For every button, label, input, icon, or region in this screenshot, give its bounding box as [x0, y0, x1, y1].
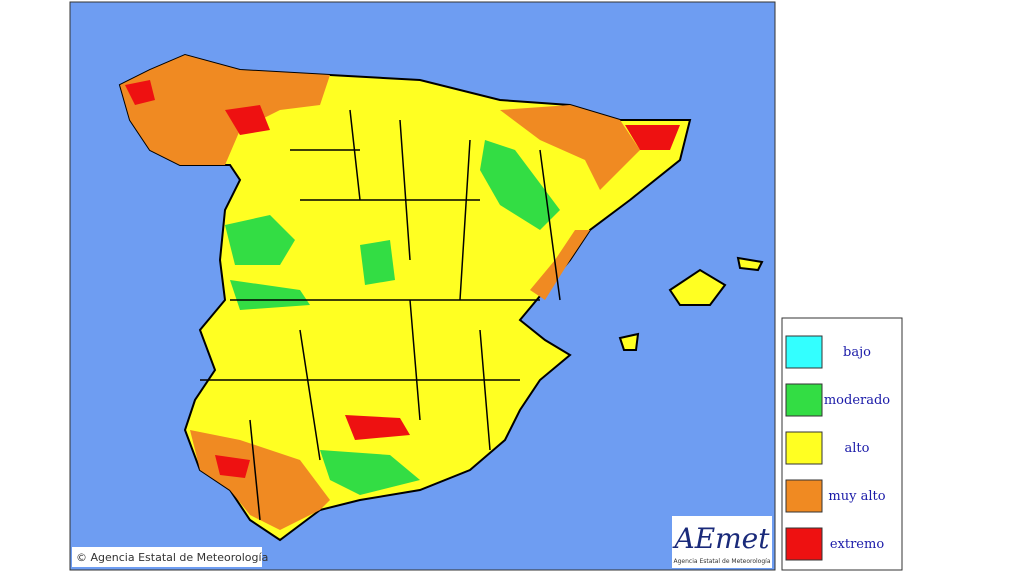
copyright-box [72, 547, 262, 567]
legend-label: alto [845, 441, 870, 456]
risk-area [345, 415, 410, 440]
risk-area [230, 280, 310, 310]
legend-swatch [785, 431, 823, 465]
legend-label: bajo [843, 345, 871, 360]
map: © Agencia Estatal de Meteorología AEmet … [69, 1, 776, 571]
province-borders [200, 109, 561, 521]
logo: AEmet [671, 522, 770, 555]
risk-area [500, 105, 640, 190]
risk-area [320, 450, 420, 495]
island [736, 256, 764, 272]
legend-swatch [785, 335, 823, 369]
risk-area [625, 125, 680, 150]
logo-subtitle: Agencia Estatal de Meteorología [674, 558, 771, 565]
risk-area [225, 215, 295, 265]
risk-area [125, 80, 155, 105]
island [618, 332, 640, 351]
legend-swatch [785, 383, 823, 417]
risk-area [360, 240, 395, 285]
legend-label: moderado [824, 393, 890, 408]
spain [118, 53, 692, 542]
island [668, 268, 727, 306]
risk-area [480, 140, 560, 230]
legend-swatch [785, 527, 823, 561]
legend-label: muy alto [828, 489, 885, 504]
legend: bajo moderado alto muy alto extremo [781, 317, 903, 571]
risk-area [215, 455, 250, 478]
logo-box [672, 516, 772, 568]
risk-area [190, 430, 330, 530]
risk-area [225, 105, 270, 135]
copyright: © Agencia Estatal de Meteorología [76, 551, 268, 564]
legend-label: extremo [830, 537, 884, 552]
legend-swatch [785, 479, 823, 513]
risk-area [530, 230, 590, 300]
